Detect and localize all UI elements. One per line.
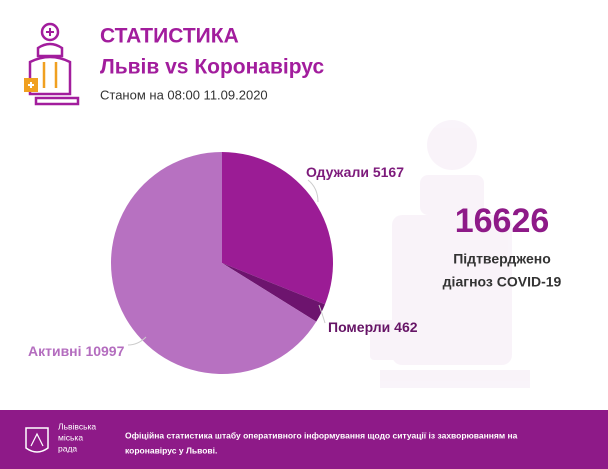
footer-text: Офіційна статистика штабу оперативного і… xyxy=(125,430,518,440)
footer xyxy=(0,410,608,469)
logo-text: Львівська xyxy=(58,421,96,431)
background-icon xyxy=(370,120,530,388)
pie xyxy=(111,152,333,374)
subtitle: Львів vs Коронавірус xyxy=(100,56,324,79)
slice-label: Померли 462 xyxy=(328,319,418,335)
date: Станом на 08:00 11.09.2020 xyxy=(100,87,268,102)
slice-value: 5167 xyxy=(373,164,404,180)
leader-line xyxy=(318,304,326,324)
caption: діагноз COVID-19 xyxy=(443,274,562,290)
leader-line xyxy=(127,336,147,346)
slice-value: 10997 xyxy=(85,343,124,359)
pie-slice xyxy=(111,152,317,374)
slice-label: Активні 10997 xyxy=(28,343,125,359)
logo-lion xyxy=(30,432,44,447)
logo-shield xyxy=(25,427,49,453)
footer-text: коронавірус у Львові. xyxy=(125,445,217,455)
logo-text: рада xyxy=(58,443,77,453)
slice-value: 462 xyxy=(394,319,418,335)
title: СТАТИСТИКА xyxy=(100,25,239,48)
pie-slice xyxy=(222,152,333,305)
slice-category: Померли xyxy=(328,319,390,335)
total: 16626 xyxy=(455,202,550,240)
doctor-icon xyxy=(24,22,80,106)
pie-slice xyxy=(222,263,326,322)
slice-category: Активні xyxy=(28,343,82,359)
leader-line xyxy=(307,179,319,203)
slice-label: Одужали 5167 xyxy=(306,164,404,180)
slice-category: Одужали xyxy=(306,164,369,180)
logo-text: міська xyxy=(58,432,83,442)
pie-labels: Одужали 5167 Померли 462 Активні 10997 xyxy=(28,164,418,359)
caption: Підтверджено xyxy=(453,251,551,267)
